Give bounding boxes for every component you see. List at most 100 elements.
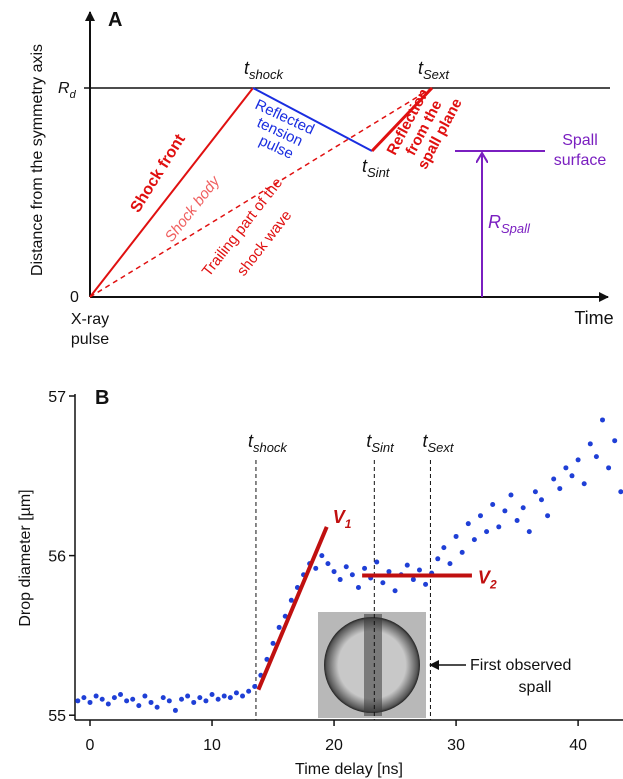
point: [240, 693, 246, 699]
tension-line: [252, 87, 373, 152]
point: [374, 559, 380, 565]
point: [392, 588, 398, 594]
point: [118, 691, 124, 697]
spall-surface-label: surface: [554, 152, 607, 169]
point: [471, 537, 477, 543]
point: [532, 489, 538, 495]
y-tick-label: 55: [48, 708, 66, 725]
point: [154, 704, 160, 710]
fit-main: V: [333, 507, 347, 527]
point: [581, 481, 587, 487]
inset-spall: [364, 614, 382, 716]
point: [288, 597, 294, 603]
fit-sub: 1: [345, 517, 352, 531]
point: [600, 417, 606, 423]
point: [355, 585, 361, 591]
point: [502, 508, 508, 514]
annotation: First observed: [470, 657, 571, 674]
marker-main: t: [422, 431, 428, 451]
panel-label: A: [108, 9, 122, 31]
marker-sub: Sint: [371, 440, 395, 455]
panel-a: A Distance from the symmetry axis Rd 0 X…: [29, 9, 614, 348]
shock-front-label: Shock front: [127, 131, 189, 216]
x-axis-label: Time: [574, 308, 613, 328]
point: [99, 696, 105, 702]
panel-label: B: [95, 387, 109, 409]
fit-label: V2: [478, 568, 497, 592]
point: [227, 695, 233, 701]
point: [87, 699, 93, 705]
point: [484, 529, 490, 535]
fit-sub: 2: [489, 578, 497, 592]
point: [179, 696, 185, 702]
point: [197, 695, 203, 701]
marker-label: tshock: [248, 431, 288, 455]
point: [477, 513, 483, 519]
point: [160, 695, 166, 701]
point: [441, 545, 447, 551]
point: [545, 513, 551, 519]
point: [496, 524, 502, 530]
marker-sub: shock: [253, 440, 288, 455]
point: [593, 454, 599, 460]
point: [526, 529, 532, 535]
marker-main: t: [366, 431, 372, 451]
point: [435, 556, 441, 562]
point: [423, 581, 429, 587]
point: [319, 553, 325, 559]
point: [203, 698, 209, 704]
point: [191, 699, 197, 705]
t-shock: tshock: [244, 58, 284, 82]
point: [93, 693, 99, 699]
point: [142, 693, 148, 699]
point: [569, 473, 575, 479]
annotation: spall: [519, 679, 552, 696]
point: [215, 696, 221, 702]
point: [221, 693, 227, 699]
t-sint: tSint: [362, 156, 391, 180]
point: [606, 465, 612, 471]
point: [185, 693, 191, 699]
point: [136, 703, 142, 709]
point: [337, 577, 343, 583]
r-spall-label: RSpall: [488, 212, 531, 236]
point: [447, 561, 453, 567]
point: [557, 486, 563, 492]
reflection-line: [370, 86, 434, 153]
point: [148, 699, 154, 705]
fit-label: V1: [333, 507, 352, 531]
y-axis-label: Drop diameter [µm]: [17, 489, 34, 626]
point: [410, 577, 416, 583]
shock-front-line: [89, 87, 254, 298]
point: [325, 561, 331, 567]
x-tick-label: 10: [203, 737, 221, 754]
marker-label: tSint: [366, 431, 395, 455]
point: [612, 438, 618, 444]
rd-label: Rd: [58, 80, 77, 101]
point: [514, 517, 520, 523]
point: [386, 569, 392, 575]
x-origin-label: pulse: [71, 331, 109, 348]
fit-main: V: [478, 568, 492, 588]
point: [209, 691, 215, 697]
y-tick-label: 56: [48, 549, 66, 566]
point: [563, 465, 569, 471]
x-tick-label: 30: [447, 737, 465, 754]
point: [81, 695, 87, 701]
point: [587, 441, 593, 447]
point: [551, 476, 557, 482]
point: [105, 701, 111, 707]
marker-sub: Sext: [427, 440, 454, 455]
point: [252, 683, 258, 689]
point: [172, 707, 178, 713]
point: [618, 489, 623, 495]
trailing-line: [89, 87, 433, 298]
point: [282, 613, 288, 619]
x-axis-label: Time delay [ns]: [295, 761, 403, 778]
x-tick-label: 40: [569, 737, 587, 754]
point: [331, 569, 337, 575]
point: [111, 695, 117, 701]
point: [459, 549, 465, 555]
point: [270, 640, 276, 646]
point: [404, 562, 410, 568]
